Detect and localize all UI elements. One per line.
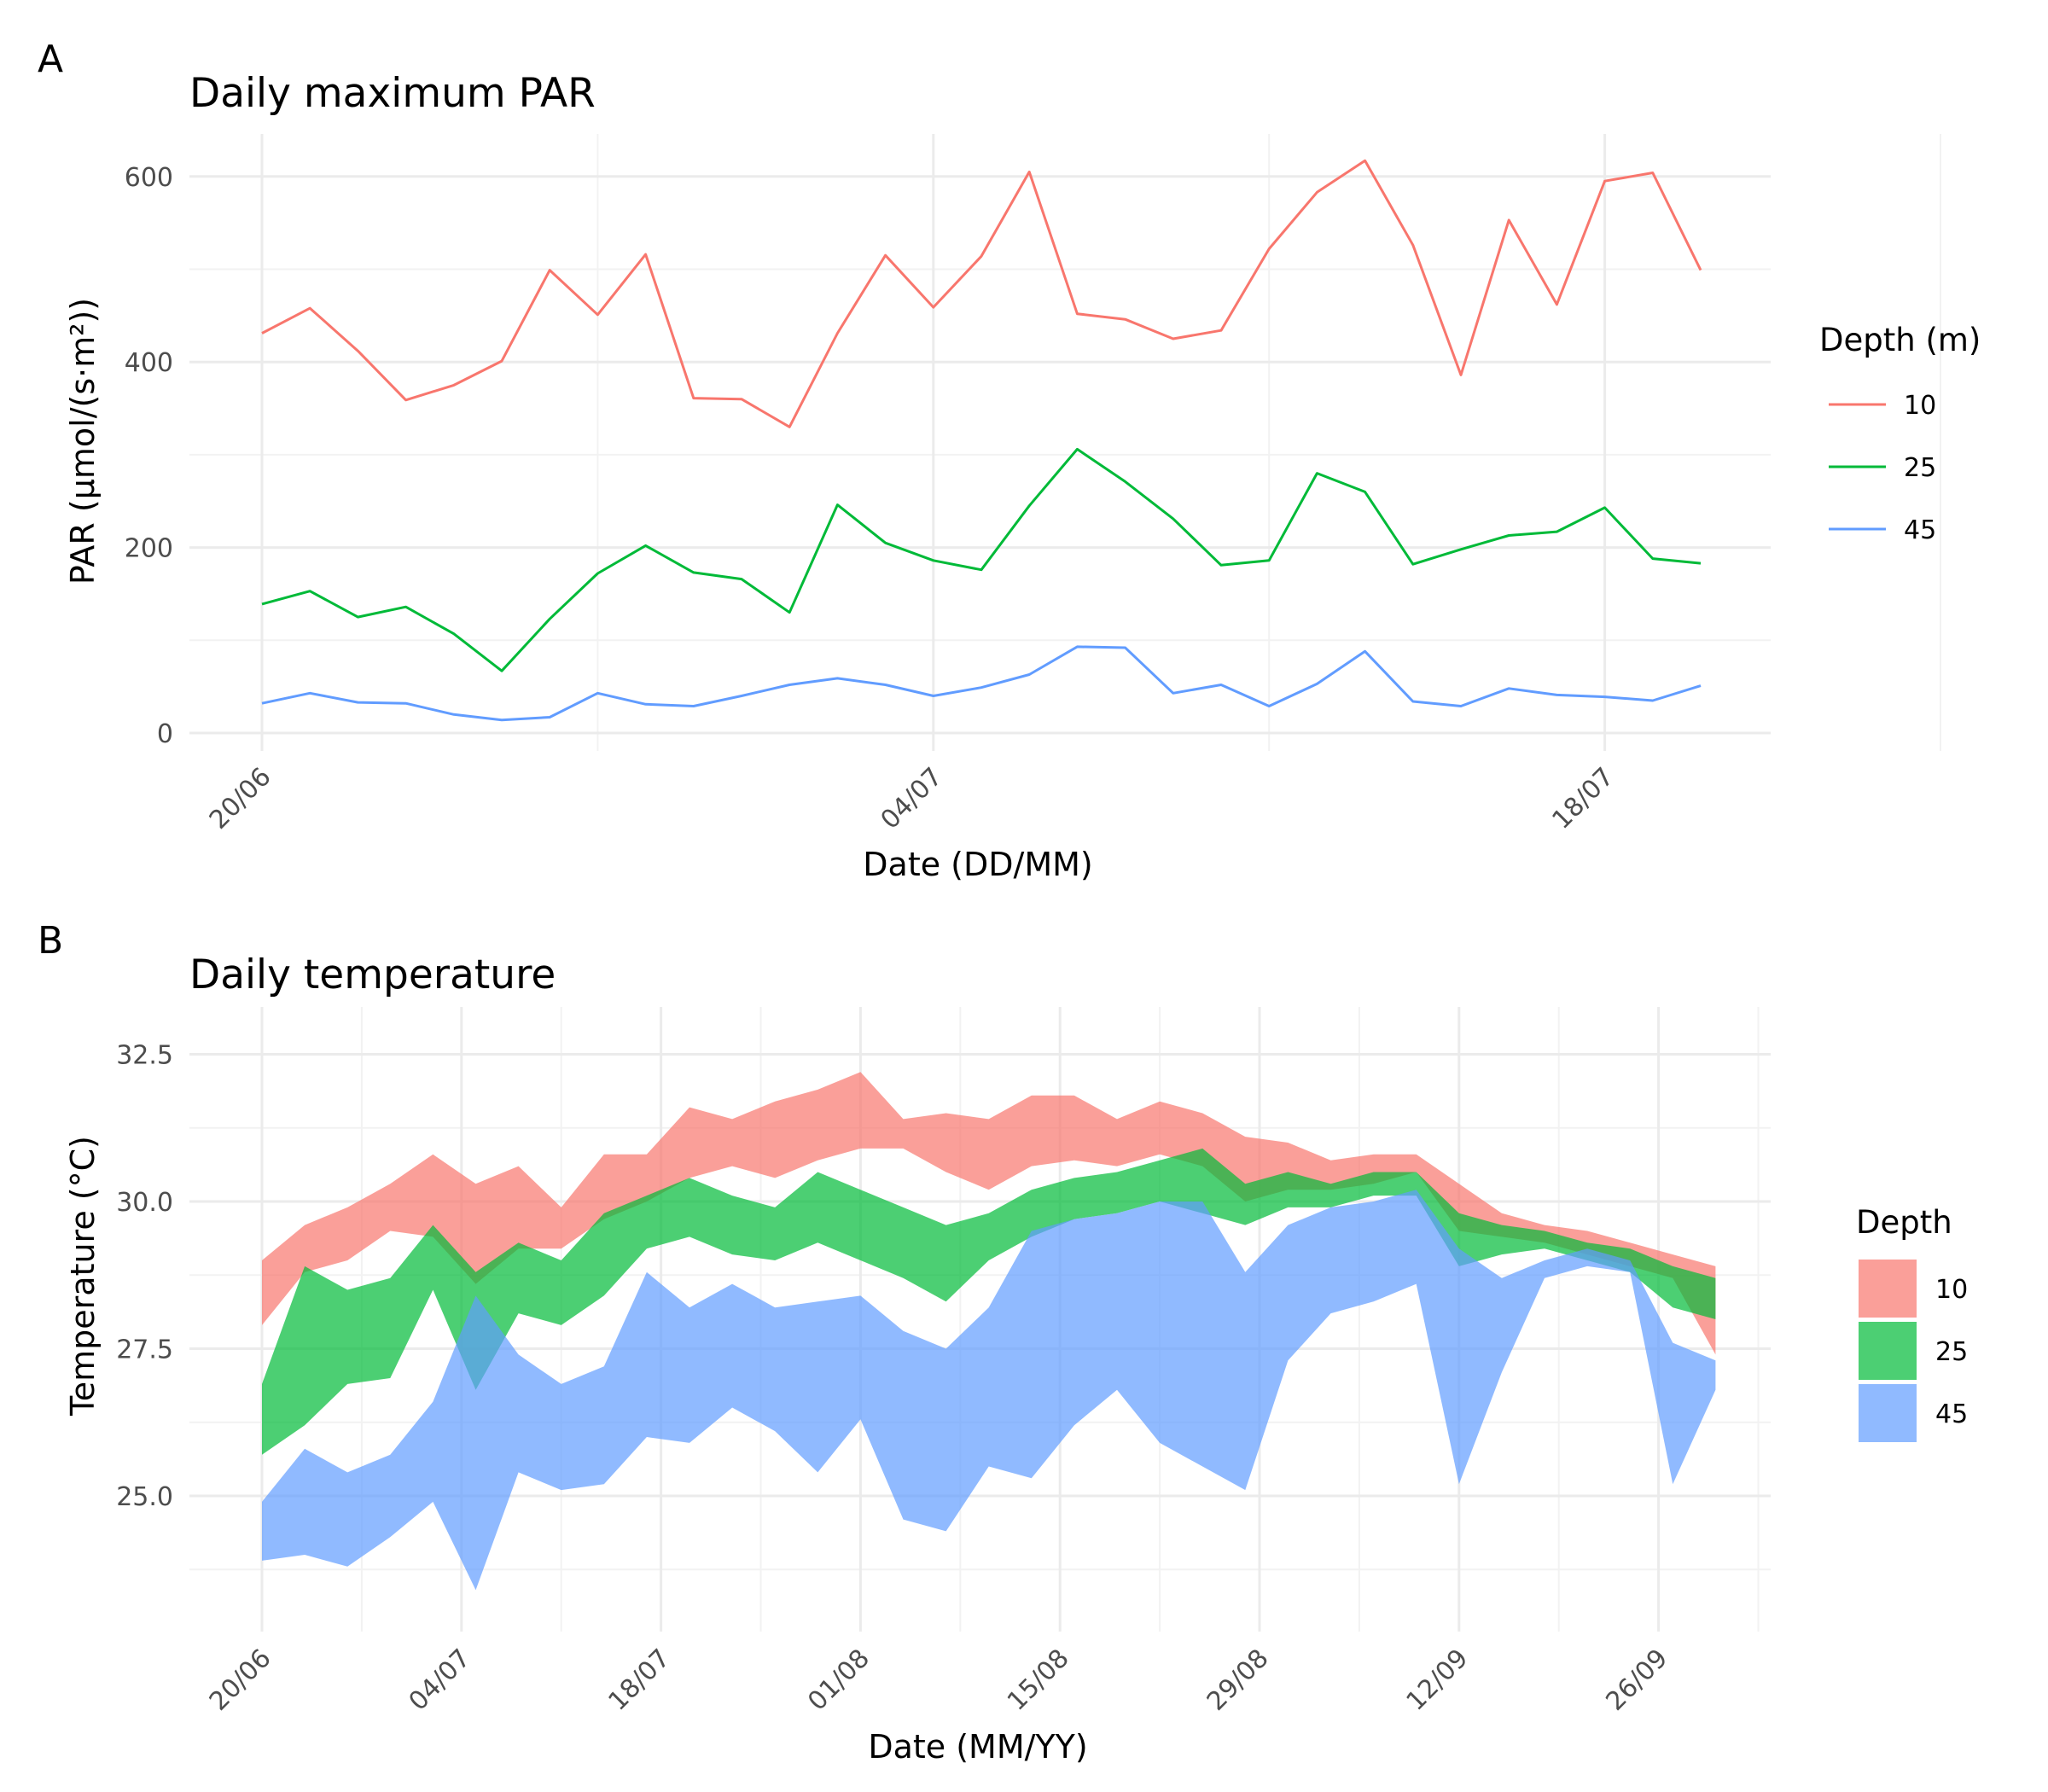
legend-label-10: 10 bbox=[1904, 391, 1936, 421]
legend-label-10: 10 bbox=[1935, 1275, 1968, 1305]
panel-a-legend: Depth (m) 10 25 45 bbox=[1819, 322, 1981, 545]
panel-a-tag: A bbox=[38, 38, 63, 81]
panel-a: A Daily maximum PAR 0 200 400 600 20/06 04/0… bbox=[38, 38, 1981, 883]
series-line-45 bbox=[261, 645, 1702, 722]
y-tick-label: 0 bbox=[157, 719, 173, 749]
series-line-25 bbox=[261, 447, 1702, 672]
y-tick-label: 200 bbox=[125, 534, 173, 564]
legend-key-45 bbox=[1859, 1384, 1917, 1442]
y-tick-label: 600 bbox=[125, 163, 173, 193]
x-tick-label: 12/09 bbox=[1401, 1644, 1475, 1717]
x-tick-label: 18/07 bbox=[602, 1644, 676, 1717]
legend-key-10 bbox=[1859, 1260, 1917, 1318]
legend-key-25 bbox=[1859, 1322, 1917, 1380]
legend-label-25: 25 bbox=[1935, 1337, 1968, 1367]
y-tick-label: 25.0 bbox=[116, 1482, 173, 1512]
panel-b-tag: B bbox=[38, 919, 63, 963]
legend-item-10: 10 bbox=[1859, 1260, 1968, 1318]
panel-b-x-axis-title: Date (MM/YY) bbox=[868, 1728, 1087, 1766]
legend-item-25: 25 bbox=[1859, 1322, 1968, 1380]
panel-b-title: Daily temperature bbox=[189, 951, 556, 998]
x-tick-label: 04/07 bbox=[404, 1644, 477, 1717]
panel-a-x-ticks: 20/06 04/07 18/07 bbox=[204, 762, 1620, 835]
x-tick-label: 20/06 bbox=[204, 762, 277, 835]
legend-item-45: 45 bbox=[1829, 515, 1936, 545]
panel-a-x-axis-title: Date (DD/MM) bbox=[863, 846, 1092, 883]
panel-b-series bbox=[262, 1072, 1716, 1591]
panel-a-title: Daily maximum PAR bbox=[189, 70, 596, 117]
panel-b-y-axis-title: Temperature (°C) bbox=[64, 1136, 102, 1417]
x-tick-label: 15/08 bbox=[1002, 1644, 1075, 1717]
y-tick-label: 27.5 bbox=[116, 1335, 173, 1365]
y-tick-label: 30.0 bbox=[116, 1188, 173, 1218]
y-tick-label: 400 bbox=[125, 348, 173, 378]
x-tick-label: 20/06 bbox=[204, 1644, 277, 1717]
x-tick-label: 01/08 bbox=[802, 1644, 876, 1717]
panel-b: B Daily temperature 25.0 27.5 30.0 32.5 20/… bbox=[38, 919, 1968, 1766]
legend-label-45: 45 bbox=[1935, 1399, 1968, 1429]
panel-a-y-axis-title: PAR (µmol/(s·m²)) bbox=[64, 298, 102, 585]
panel-b-legend: Depth 10 25 45 bbox=[1856, 1204, 1968, 1442]
legend-label-45: 45 bbox=[1904, 515, 1936, 545]
legend-item-45: 45 bbox=[1859, 1384, 1968, 1442]
x-tick-label: 29/08 bbox=[1201, 1644, 1275, 1717]
panel-a-series bbox=[261, 159, 1702, 722]
legend-item-25: 25 bbox=[1829, 453, 1936, 483]
series-line-10 bbox=[261, 159, 1702, 428]
panel-a-legend-title: Depth (m) bbox=[1819, 322, 1981, 358]
panel-a-y-ticks: 0 200 400 600 bbox=[125, 163, 173, 749]
x-tick-label: 26/09 bbox=[1600, 1644, 1673, 1717]
legend-item-10: 10 bbox=[1829, 391, 1936, 421]
series-ribbon-10 bbox=[262, 1072, 1716, 1355]
x-tick-label: 18/07 bbox=[1546, 762, 1620, 835]
panel-b-x-ticks: 20/06 04/07 18/07 01/08 15/08 29/08 12/09 26/09 bbox=[204, 1644, 1673, 1717]
y-tick-label: 32.5 bbox=[116, 1041, 173, 1071]
series-ribbon-45 bbox=[262, 1190, 1716, 1591]
panel-b-y-ticks: 25.0 27.5 30.0 32.5 bbox=[116, 1041, 173, 1513]
series-ribbon-25 bbox=[262, 1148, 1716, 1455]
x-tick-label: 04/07 bbox=[876, 762, 949, 835]
panel-a-grid bbox=[189, 134, 1941, 751]
legend-label-25: 25 bbox=[1904, 453, 1936, 483]
panel-b-legend-title: Depth bbox=[1856, 1204, 1952, 1241]
